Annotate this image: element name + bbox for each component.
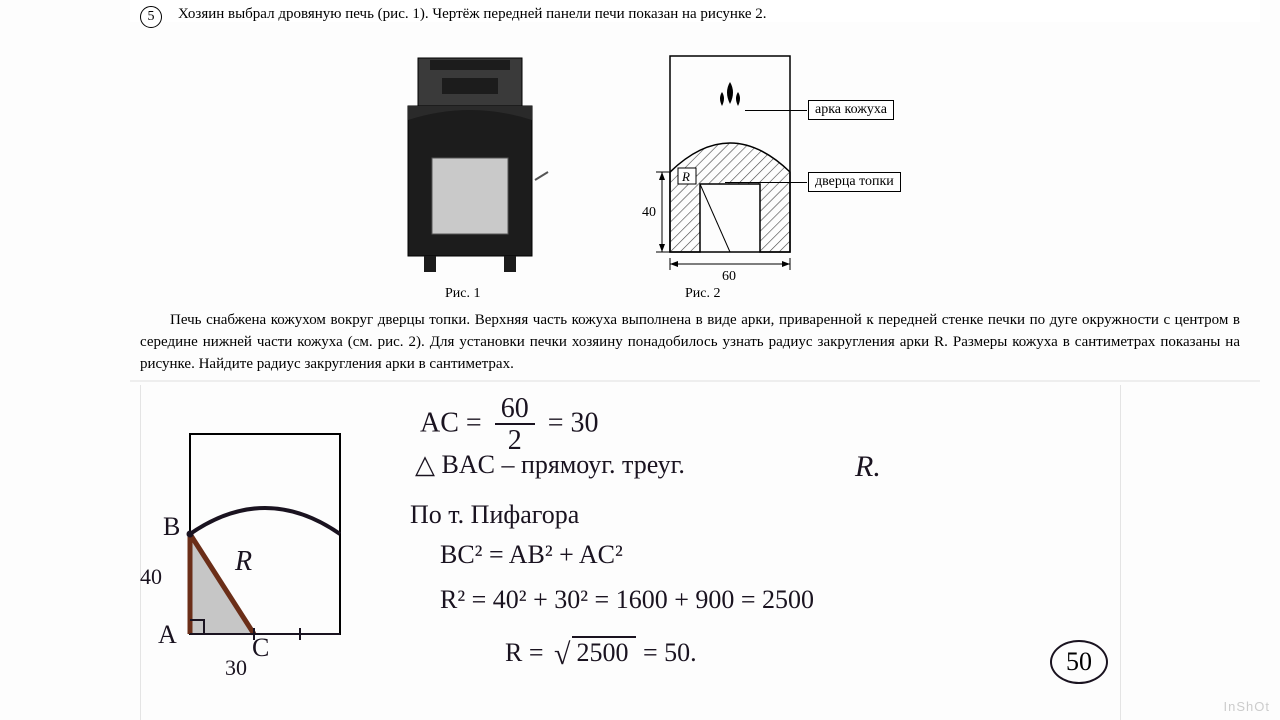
eq-R-squared: R² = 40² + 30² = 1600 + 900 = 2500 [440, 585, 814, 615]
eq-pythagoras-title: По т. Пифагора [410, 500, 579, 530]
sketch-label-40: 40 [140, 564, 162, 590]
sketch-label-B: B [163, 512, 180, 542]
eq-triangle-note: △ BAC – прямоуг. треуг. [415, 450, 685, 480]
eq-find-R: R. [855, 450, 881, 484]
label-arka: арка кожуха [808, 100, 894, 120]
answer-circle: 50 [1050, 640, 1108, 684]
problem-number-circle: 5 [140, 6, 162, 28]
fig2-caption: Рис. 2 [685, 286, 721, 302]
sketch-label-C: C [252, 633, 269, 663]
svg-text:40: 40 [642, 205, 656, 220]
eq-AC: AC = 602 = 30 [420, 395, 598, 455]
svg-text:60: 60 [722, 269, 736, 284]
sketch-label-R: R [235, 546, 252, 578]
problem-divider [130, 380, 1260, 382]
eq-pythagoras: BC² = AB² + AC² [440, 540, 623, 570]
svg-text:R: R [681, 169, 690, 184]
stove-figure [390, 50, 550, 280]
front-panel-diagram: R 40 60 [640, 54, 810, 284]
sketch-label-A: A [158, 620, 177, 650]
figures-row: Рис. 1 R 40 60 арка кожуха две [280, 38, 1000, 298]
fig1-caption: Рис. 1 [445, 286, 481, 302]
eq-R-result: R = 2500 = 50. [505, 635, 697, 669]
label-door: дверца топки [808, 172, 901, 192]
sketch-label-30: 30 [225, 655, 247, 681]
arka-leader-line [745, 110, 807, 111]
door-leader-line [725, 182, 807, 183]
problem-intro-text: Хозяин выбрал дровяную печь (рис. 1). Че… [178, 6, 767, 23]
problem-body-text: Печь снабжена кожухом вокруг дверцы топк… [140, 310, 1240, 375]
watermark: InShOt [1224, 699, 1270, 714]
